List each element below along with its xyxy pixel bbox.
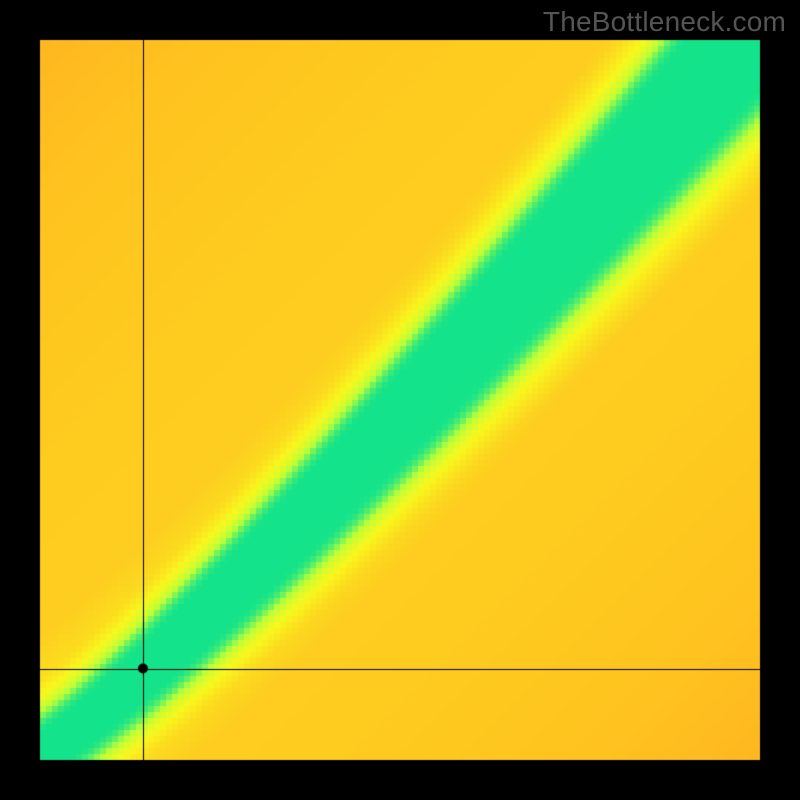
figure-root: TheBottleneck.com — [0, 0, 800, 800]
bottleneck-heatmap — [0, 0, 800, 800]
